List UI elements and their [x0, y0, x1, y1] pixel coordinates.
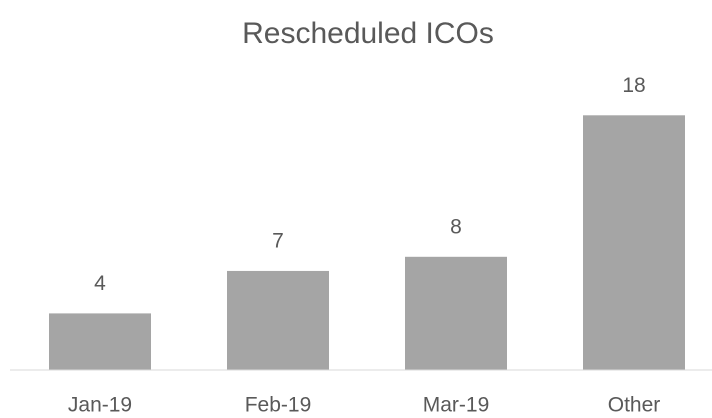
x-tick-label: Mar-19 [423, 394, 490, 417]
x-tick-label: Feb-19 [245, 394, 312, 417]
data-label: 7 [272, 229, 284, 252]
chart-title: Rescheduled ICOs [242, 17, 494, 50]
data-label: 4 [94, 272, 106, 295]
x-tick-label: Other [608, 394, 661, 417]
data-label: 8 [450, 215, 462, 238]
bar [49, 313, 151, 370]
bar [227, 270, 329, 370]
x-tick-label: Jan-19 [68, 394, 132, 417]
bar [583, 115, 685, 370]
data-label: 18 [622, 74, 645, 97]
bar [405, 256, 507, 370]
